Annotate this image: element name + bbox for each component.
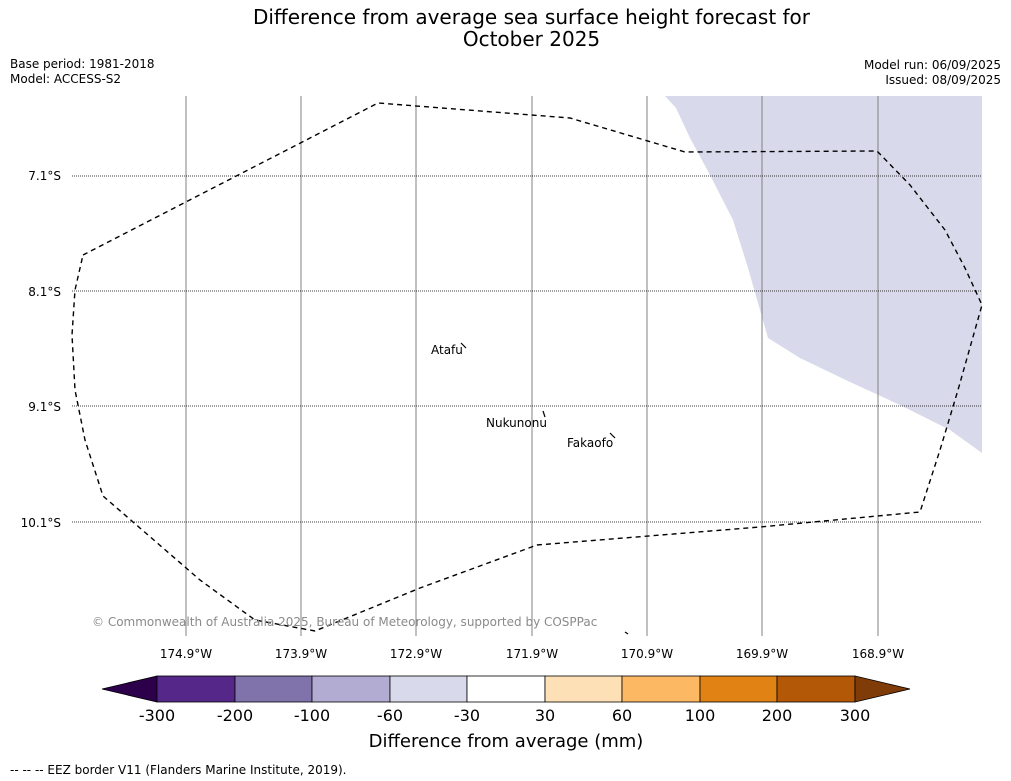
colorbar-tick: -60 bbox=[377, 706, 403, 725]
map-title: Difference from average sea surface heig… bbox=[0, 6, 1011, 50]
issued-text: Issued: 08/09/2025 bbox=[885, 73, 1001, 87]
colorbar-swatch bbox=[544, 675, 623, 703]
lat-label: 7.1°S bbox=[28, 169, 61, 183]
place-label-atafu: Atafu bbox=[431, 343, 463, 357]
colorbar-swatch bbox=[311, 675, 391, 703]
longitude-labels: 174.9°W 173.9°W 172.9°W 171.9°W 170.9°W … bbox=[160, 647, 904, 661]
title-line-1: Difference from average sea surface heig… bbox=[252, 5, 811, 29]
nukunonu-island bbox=[542, 410, 546, 418]
colorbar-extend-high bbox=[854, 675, 911, 703]
latitude-labels: 7.1°S 8.1°S 9.1°S 10.1°S bbox=[21, 169, 61, 530]
lon-label: 173.9°W bbox=[275, 647, 327, 661]
lon-label: 172.9°W bbox=[390, 647, 442, 661]
model-run-text: Model run: 06/09/2025 bbox=[863, 58, 1001, 72]
lon-label: 168.9°W bbox=[852, 647, 904, 661]
fakaofo-island bbox=[609, 432, 616, 439]
colorbar-tick: 300 bbox=[840, 706, 871, 725]
colorbar-label: Difference from average (mm) bbox=[369, 731, 644, 752]
colorbar-swatch bbox=[621, 675, 701, 703]
colorbar-swatch bbox=[776, 675, 856, 703]
colorbar-ticks: -300 -200 -100 -60 -30 30 60 100 200 300 bbox=[139, 706, 870, 725]
run-info: Model run: 06/09/2025 Issued: 08/09/2025 bbox=[864, 58, 1001, 88]
anomaly-region-minus30-minus60 bbox=[665, 96, 982, 453]
colorbar-tick: -100 bbox=[294, 706, 330, 725]
islands bbox=[460, 342, 629, 635]
copyright-notice: © Commonwealth of Australia 2025, Bureau… bbox=[92, 615, 597, 629]
place-label-fakaofo: Fakaofo bbox=[567, 436, 613, 450]
colorbar-tick: 30 bbox=[535, 706, 555, 725]
colorbar-tick: 200 bbox=[762, 706, 793, 725]
place-label-nukunonu: Nukunonu bbox=[486, 416, 547, 430]
anomaly-shading-layer bbox=[665, 96, 982, 453]
colorbar-tick: -200 bbox=[217, 706, 253, 725]
lat-label: 10.1°S bbox=[21, 516, 61, 530]
lon-label: 170.9°W bbox=[621, 647, 673, 661]
lat-label: 9.1°S bbox=[28, 400, 61, 414]
colorbar-swatch bbox=[466, 675, 546, 703]
lon-label: 169.9°W bbox=[736, 647, 788, 661]
colorbar-swatch bbox=[389, 675, 468, 703]
title-line-2: October 2025 bbox=[462, 27, 601, 51]
colorbar-swatch bbox=[699, 675, 778, 703]
eez-border bbox=[71, 102, 983, 632]
colorbar-tick: -30 bbox=[454, 706, 480, 725]
atafu-island bbox=[460, 342, 467, 349]
base-period-text: Base period: 1981-2018 bbox=[10, 57, 155, 71]
latitude-gridlines bbox=[72, 175, 982, 523]
lon-label: 174.9°W bbox=[160, 647, 212, 661]
colorbar-extend-low bbox=[101, 675, 158, 703]
lon-label: 171.9°W bbox=[506, 647, 558, 661]
colorbar-swatch bbox=[234, 675, 313, 703]
lat-label: 8.1°S bbox=[28, 285, 61, 299]
eez-legend-note: -- -- -- EEZ border V11 (Flanders Marine… bbox=[10, 763, 347, 777]
model-info: Base period: 1981-2018 Model: ACCESS-S2 bbox=[10, 57, 155, 87]
colorbar-tick: -300 bbox=[139, 706, 175, 725]
longitude-gridlines bbox=[185, 96, 879, 636]
swains-islet bbox=[624, 631, 629, 635]
model-text: Model: ACCESS-S2 bbox=[10, 72, 122, 86]
colorbar-tick: 60 bbox=[612, 706, 632, 725]
colorbar-tick: 100 bbox=[685, 706, 716, 725]
colorbar-swatch bbox=[156, 675, 236, 703]
colorbar bbox=[101, 675, 911, 703]
